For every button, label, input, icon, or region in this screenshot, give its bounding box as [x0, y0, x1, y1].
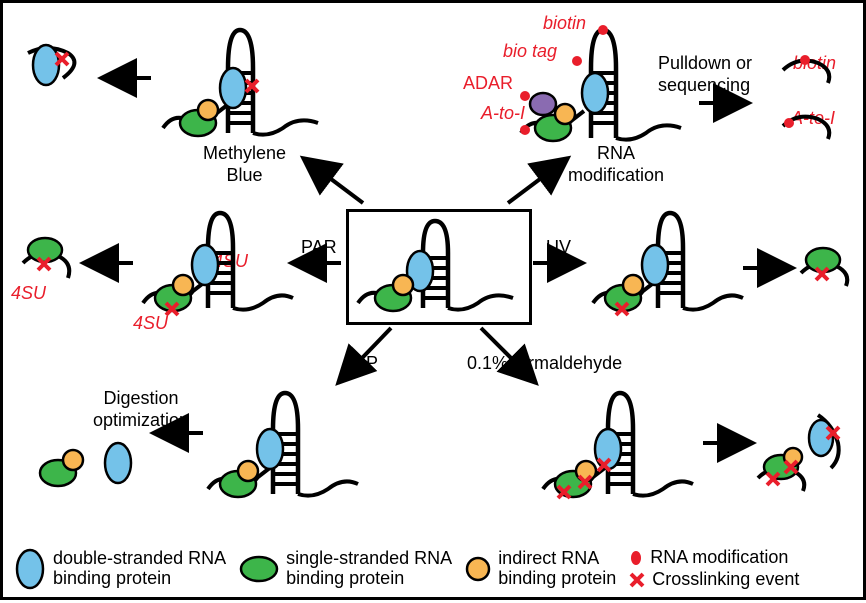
par-panel: [138, 203, 298, 323]
rip-label: RIP: [348, 353, 378, 375]
methylene-panel: [158, 18, 328, 148]
par-result: [13, 228, 88, 288]
legend: double-stranded RNAbinding protein singl…: [13, 547, 853, 591]
legend-blue-label: double-stranded RNAbinding protein: [53, 549, 226, 589]
diagram-canvas: MethyleneBlue RNAmodification Pulldown o…: [0, 0, 866, 600]
legend-mod-label: RNA modification: [650, 548, 788, 568]
uv-result: [793, 238, 863, 293]
legend-orange: indirect RNAbinding protein: [464, 549, 616, 589]
legend-green-label: single-stranded RNAbinding protein: [286, 549, 452, 589]
legend-blue: double-stranded RNAbinding protein: [13, 547, 226, 591]
rnamod-panel: [503, 18, 693, 153]
legend-cross-label: Crosslinking event: [652, 570, 799, 590]
formaldehyde-result: [753, 403, 863, 498]
formaldehyde-panel: [538, 381, 703, 511]
digestion-result: [23, 428, 153, 498]
legend-green: single-stranded RNAbinding protein: [238, 549, 452, 589]
digestion-label: Digestionoptimization: [93, 388, 189, 431]
par-label: PAR: [301, 237, 337, 259]
pulldown-result: [773, 48, 858, 148]
uv-panel: [588, 203, 748, 323]
uv-label: UV: [546, 237, 571, 259]
legend-cross: Crosslinking event: [628, 570, 799, 590]
legend-mod: RNA modification: [628, 548, 799, 568]
rip-panel: [203, 381, 363, 511]
methylene-blue-label: MethyleneBlue: [203, 143, 286, 186]
methylene-result: [18, 33, 98, 103]
legend-orange-label: indirect RNAbinding protein: [498, 549, 616, 589]
formaldehyde-label: 0.1% formaldehyde: [467, 353, 622, 375]
